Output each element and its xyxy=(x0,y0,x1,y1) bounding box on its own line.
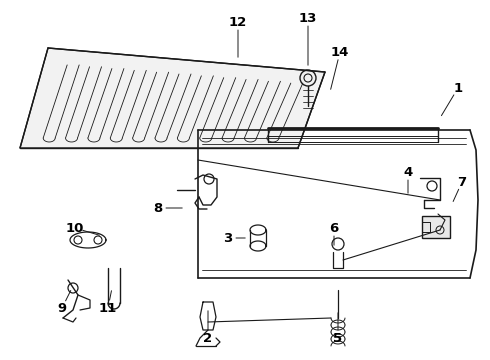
Text: 13: 13 xyxy=(299,12,317,24)
Text: 2: 2 xyxy=(203,332,213,345)
Text: 12: 12 xyxy=(229,15,247,28)
Text: 9: 9 xyxy=(57,302,67,315)
Text: 11: 11 xyxy=(99,302,117,315)
Polygon shape xyxy=(422,216,450,238)
Text: 7: 7 xyxy=(458,175,466,189)
Text: 8: 8 xyxy=(153,202,163,215)
Text: 6: 6 xyxy=(329,221,339,234)
Text: 5: 5 xyxy=(333,332,343,345)
Text: 4: 4 xyxy=(403,166,413,179)
Text: 1: 1 xyxy=(453,81,463,94)
Text: 3: 3 xyxy=(223,231,233,244)
Text: 10: 10 xyxy=(66,221,84,234)
Polygon shape xyxy=(20,48,325,148)
Text: 14: 14 xyxy=(331,45,349,58)
